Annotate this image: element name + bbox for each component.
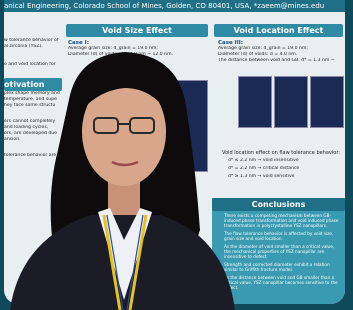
- page: anical Engineering, Colorado School of M…: [0, 0, 353, 310]
- photo: anical Engineering, Colorado School of M…: [0, 0, 353, 310]
- person: [0, 0, 353, 310]
